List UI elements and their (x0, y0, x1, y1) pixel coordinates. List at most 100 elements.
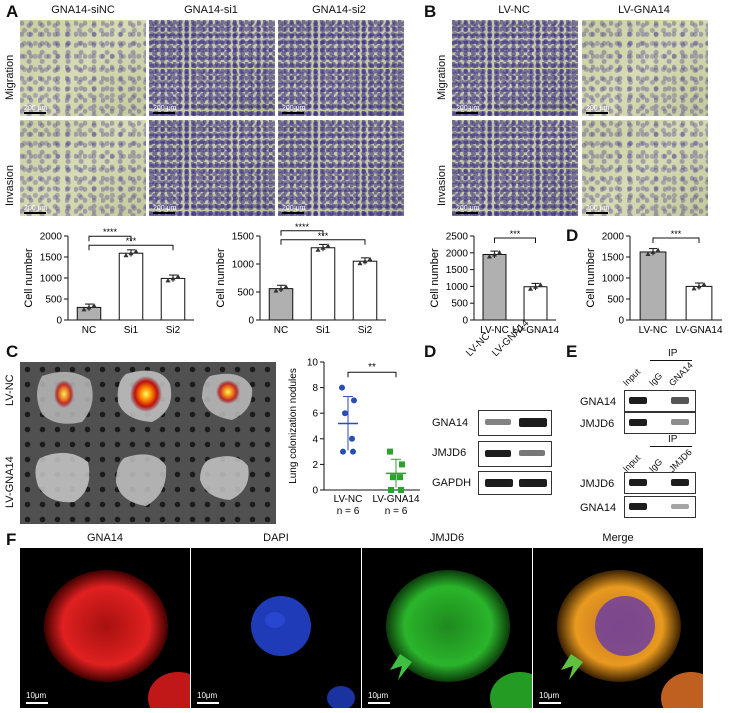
scale-bar-label: 10μm (539, 691, 562, 704)
data-point (315, 247, 321, 252)
x-tick-label: NC (82, 325, 96, 336)
y-tick-label: 0 (56, 316, 62, 327)
co-ip-protein-label: GNA14 (580, 502, 617, 514)
panel-label-a: A (6, 2, 19, 21)
data-point (339, 384, 345, 391)
bar (523, 286, 548, 321)
data-point (362, 258, 368, 264)
y-tick-label: 1000 (602, 274, 625, 285)
data-point (538, 282, 543, 287)
fluorescence-image-merge: 10μm (533, 548, 703, 708)
blot-band (629, 397, 647, 404)
blot-protein-label: GAPDH (432, 477, 472, 489)
blot-band (629, 479, 647, 486)
data-point (390, 474, 396, 481)
panel-b-row-label: Invasion (436, 165, 448, 206)
scale-bar-label: 200 μm (586, 205, 610, 214)
data-point (398, 487, 404, 493)
panel-a-col-title: GNA14-siNC (51, 4, 115, 16)
blot-band (671, 479, 689, 486)
co-ip-lane-label: IgG (646, 370, 665, 388)
data-point (357, 260, 363, 266)
micrograph-image: 200 μm (582, 120, 708, 216)
co-ip-lane-label: Input (620, 452, 643, 474)
data-point (81, 306, 87, 312)
scale-bar-label: 200 μm (24, 105, 48, 114)
panel-label-d-chart: D (566, 226, 579, 245)
significance-bracket (88, 244, 174, 251)
significance-label: *** (671, 229, 682, 239)
data-point (133, 248, 139, 254)
data-point (497, 249, 502, 255)
data-point (128, 250, 134, 256)
y-tick-label: 1000 (446, 282, 469, 293)
significance-label: *** (510, 229, 521, 239)
panel-label-d-blot: D (424, 342, 437, 361)
data-point (528, 286, 533, 291)
channel-title: DAPI (263, 532, 289, 544)
data-point (320, 245, 326, 250)
panel-label-b: B (424, 2, 437, 21)
panel-a-col-title: GNA14-si1 (184, 4, 238, 16)
data-point (170, 275, 176, 281)
co-ip-lane-label: JMJD6 (666, 447, 694, 474)
blot-band (671, 504, 689, 509)
scale-bar-label: 200 μm (153, 105, 177, 114)
scale-bar-label: 200 μm (456, 105, 480, 114)
ip-bracket-line (650, 446, 692, 447)
panel-b-col-title: LV-NC (498, 4, 530, 16)
significance-label: **** (295, 222, 310, 232)
bar-chart-b: 0 500 1000 1500 2000 2500 Cell number LV-NC LV-G… (429, 229, 559, 336)
micrograph-image: 200 μm (149, 120, 275, 216)
co-ip-protein-label: JMJD6 (580, 478, 615, 490)
panel-b-row-label: Migration (436, 54, 448, 100)
data-point (349, 435, 355, 442)
fluorescence-image-gna14: 10μm (20, 548, 190, 708)
data-point (351, 397, 357, 404)
group-n-label: n = 6 (337, 506, 360, 517)
y-tick-label: 500 (45, 295, 62, 306)
data-point (165, 277, 171, 283)
y-tick-label: 10 (307, 358, 319, 369)
y-tick-label: 1500 (602, 253, 625, 264)
merged-cell-graphic (557, 570, 703, 708)
y-tick-label: 2 (312, 460, 318, 471)
significance-bracket (652, 237, 700, 243)
data-point (655, 247, 661, 252)
y-tick-label: 0 (462, 316, 468, 327)
y-tick-label: 6 (312, 409, 318, 420)
channel-title: Merge (602, 532, 634, 544)
scale-bar-label: 200 μm (586, 105, 610, 114)
y-axis-label: Cell number (215, 248, 227, 308)
cell-graphic (44, 570, 190, 708)
panel-c-row-label: LV-NC (4, 374, 16, 406)
data-point (691, 285, 697, 291)
y-tick-label: 1500 (232, 232, 255, 243)
co-ip-protein-label: GNA14 (580, 396, 617, 408)
x-tick-label: Si1 (124, 325, 139, 336)
scale-bar-label: 10μm (368, 691, 391, 704)
micrograph-image: 200 μm (20, 120, 146, 216)
y-tick-label: 2000 (602, 232, 625, 243)
significance-bracket (88, 235, 132, 242)
ip-label: IP (668, 434, 678, 445)
y-tick-label: 2500 (446, 232, 469, 243)
y-tick-label: 500 (451, 299, 468, 310)
data-point (399, 461, 405, 468)
bar (310, 247, 336, 321)
x-tick-label: Si1 (316, 325, 331, 336)
scale-bar-label: 200 μm (282, 105, 306, 114)
blot-strip (478, 410, 552, 436)
x-tick-label: LV-NC (334, 494, 363, 505)
data-point (342, 410, 348, 417)
micrograph-image: 200 μm (452, 120, 578, 216)
micrograph-image: 200 μm (149, 20, 275, 116)
panel-a-col-title: GNA14-si2 (312, 4, 366, 16)
co-ip-strip (624, 496, 696, 518)
bar (482, 253, 507, 321)
scale-bar-label: 200 μm (153, 205, 177, 214)
blot-band (485, 450, 511, 457)
significance-bracket (280, 239, 366, 245)
